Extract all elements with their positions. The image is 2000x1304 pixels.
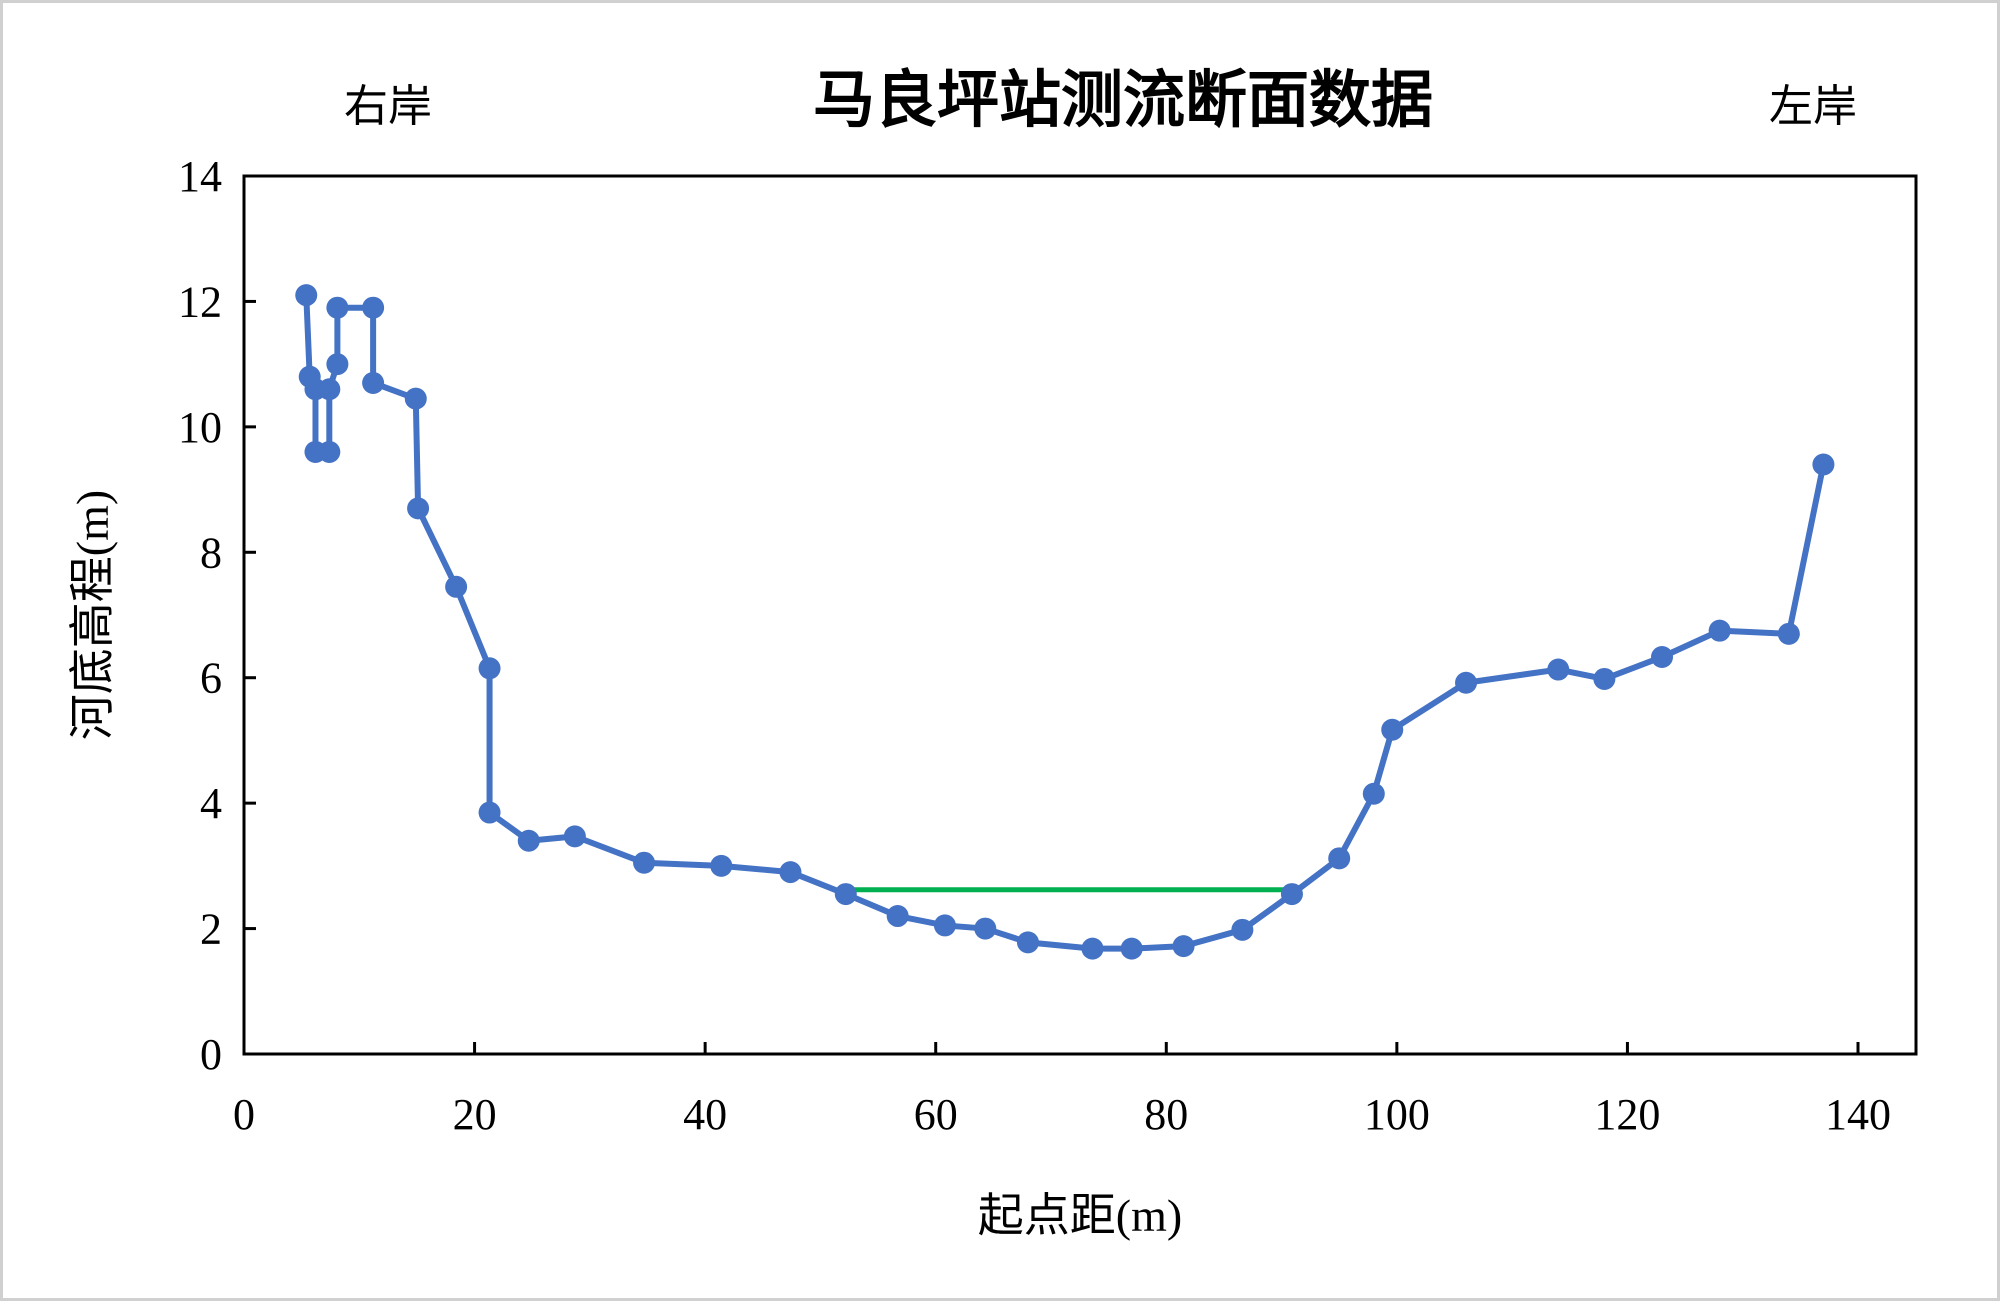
y-axis-label: 河底高程(m) [67, 490, 118, 740]
data-point [478, 657, 501, 680]
data-point [404, 387, 427, 410]
chart-svg: 马良坪站测流断面数据 右岸 左岸 0 20 40 60 80 100 120 140 0 2 4 6… [67, 66, 1918, 1241]
data-point [407, 497, 430, 520]
data-point [1120, 937, 1143, 960]
data-point [1381, 718, 1404, 741]
y-tick-label: 14 [178, 152, 222, 201]
y-tick-label: 4 [200, 779, 222, 828]
data-point [1081, 937, 1104, 960]
y-tick-label: 10 [178, 403, 222, 452]
data-point [362, 371, 385, 394]
x-tick-label: 40 [683, 1090, 727, 1139]
data-point [517, 829, 540, 852]
data-point [1455, 671, 1478, 694]
data-point [326, 353, 349, 376]
y-tick-label: 8 [200, 528, 222, 577]
data-point [1231, 918, 1254, 941]
data-point [1777, 622, 1800, 645]
plot-area [242, 174, 1918, 1056]
data-point [1708, 619, 1731, 642]
data-point [974, 917, 997, 940]
data-point [1547, 658, 1570, 681]
data-point [318, 378, 341, 401]
data-point [933, 914, 956, 937]
chart-title: 马良坪站测流断面数据 [813, 66, 1433, 135]
x-tick-label: 0 [233, 1090, 255, 1139]
y-tick-label: 6 [200, 654, 222, 703]
data-point [633, 851, 656, 874]
data-point [326, 296, 349, 319]
left-bank-label: 左岸 [1769, 82, 1857, 131]
data-point [478, 801, 501, 824]
data-point [779, 861, 802, 884]
data-point [834, 883, 857, 906]
x-tick-label: 140 [1825, 1090, 1891, 1139]
data-point [563, 825, 586, 848]
x-tick-label: 80 [1144, 1090, 1188, 1139]
x-tick-label: 100 [1364, 1090, 1430, 1139]
data-point [1593, 667, 1616, 690]
data-point [318, 440, 341, 463]
y-tick-label: 12 [178, 277, 222, 326]
x-axis-label: 起点距(m) [978, 1190, 1182, 1241]
data-point [886, 905, 909, 928]
right-bank-label: 右岸 [344, 82, 432, 131]
data-point [1280, 883, 1303, 906]
data-point [362, 296, 385, 319]
x-tick-label: 20 [453, 1090, 497, 1139]
data-point [1016, 931, 1039, 954]
data-point [1362, 782, 1385, 805]
x-tick-label: 60 [914, 1090, 958, 1139]
data-point [710, 854, 733, 877]
data-point [1328, 847, 1351, 870]
data-point [295, 284, 318, 307]
y-tick-label: 2 [200, 905, 222, 954]
y-tick-label: 0 [200, 1030, 222, 1079]
bed-elevation-line [303, 295, 1827, 952]
data-point [445, 575, 468, 598]
data-point [1651, 646, 1674, 669]
data-point [1812, 453, 1835, 476]
data-point [1172, 935, 1195, 958]
x-tick-label: 120 [1594, 1090, 1660, 1139]
